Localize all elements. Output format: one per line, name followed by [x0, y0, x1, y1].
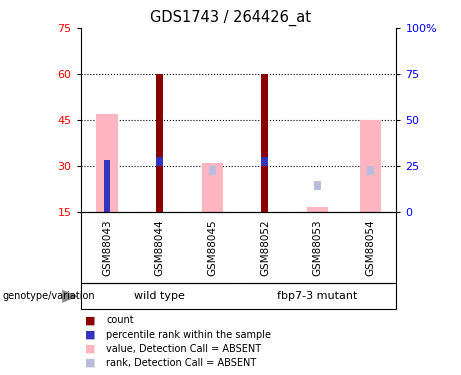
- Bar: [360, 120, 381, 212]
- Text: GDS1743 / 264426_at: GDS1743 / 264426_at: [150, 9, 311, 26]
- Text: ■: ■: [85, 315, 96, 325]
- Text: ■: ■: [85, 344, 96, 354]
- Bar: [261, 157, 268, 166]
- Bar: [314, 181, 321, 190]
- Text: ■: ■: [85, 330, 96, 339]
- Text: GSM88052: GSM88052: [260, 219, 270, 276]
- Bar: [202, 163, 223, 212]
- Text: GSM88045: GSM88045: [207, 219, 217, 276]
- Text: percentile rank within the sample: percentile rank within the sample: [106, 330, 271, 339]
- Text: fbp7-3 mutant: fbp7-3 mutant: [278, 291, 358, 301]
- Text: GSM88043: GSM88043: [102, 219, 112, 276]
- Text: wild type: wild type: [134, 291, 185, 301]
- Text: ■: ■: [85, 358, 96, 368]
- Bar: [366, 166, 373, 175]
- Text: GSM88053: GSM88053: [313, 219, 323, 276]
- Bar: [104, 160, 111, 212]
- Bar: [156, 74, 163, 212]
- Text: count: count: [106, 315, 134, 325]
- Polygon shape: [62, 290, 78, 303]
- Bar: [96, 114, 118, 212]
- Bar: [156, 157, 163, 166]
- Bar: [209, 166, 216, 175]
- Text: genotype/variation: genotype/variation: [2, 291, 95, 301]
- Bar: [261, 74, 268, 212]
- Text: rank, Detection Call = ABSENT: rank, Detection Call = ABSENT: [106, 358, 256, 368]
- Text: GSM88044: GSM88044: [154, 219, 165, 276]
- Bar: [307, 207, 328, 212]
- Text: GSM88054: GSM88054: [365, 219, 375, 276]
- Text: value, Detection Call = ABSENT: value, Detection Call = ABSENT: [106, 344, 261, 354]
